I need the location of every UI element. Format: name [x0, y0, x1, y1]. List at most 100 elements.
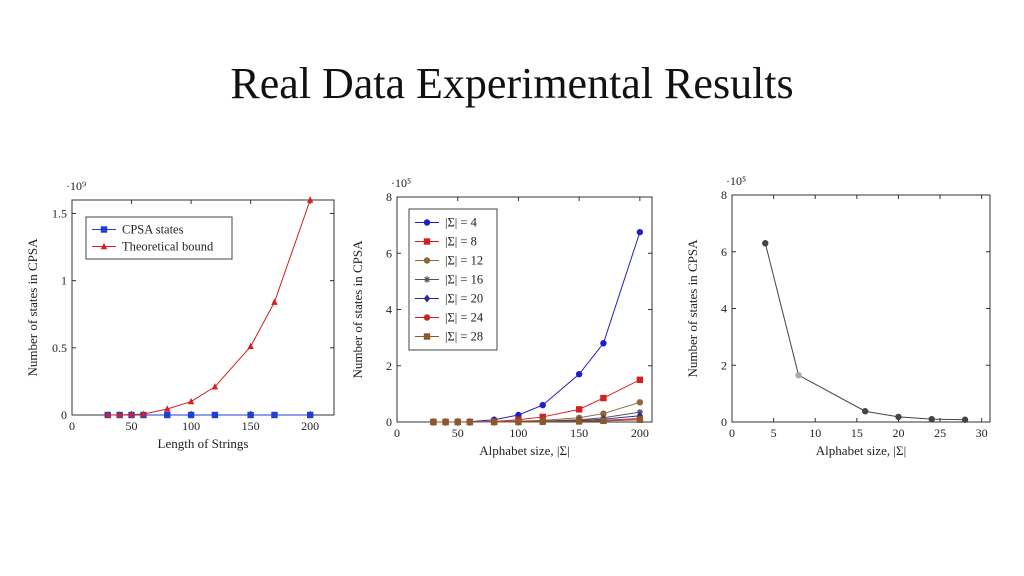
- x-axis-label: Alphabet size, |Σ|: [816, 443, 906, 458]
- data-point: [961, 416, 969, 423]
- data-point: [539, 401, 546, 409]
- legend-entry: |Σ| = 4: [445, 216, 478, 230]
- data-point: [575, 406, 583, 413]
- y-tick-label: 0: [721, 415, 727, 429]
- slide-title: Real Data Experimental Results: [230, 59, 794, 108]
- series-4: [430, 411, 644, 426]
- data-point: [430, 418, 437, 426]
- legend-swatch-marker: [423, 276, 431, 283]
- data-point: [600, 417, 607, 425]
- legend-entry: |Σ| = 20: [445, 292, 483, 306]
- legend-swatch-marker: [423, 219, 431, 226]
- x-tick-label: 50: [452, 426, 464, 440]
- data-point: [306, 196, 314, 203]
- data-point: [636, 416, 644, 423]
- x-tick-label: 150: [570, 426, 588, 440]
- data-point: [211, 411, 219, 419]
- x-tick-label: 50: [126, 419, 138, 433]
- data-point: [600, 410, 607, 417]
- series-1: [104, 196, 314, 418]
- legend-swatch-marker: [100, 226, 108, 233]
- data-point: [247, 411, 254, 419]
- x-axis-label: Alphabet size, |Σ|: [479, 443, 569, 458]
- legend-entry: |Σ| = 12: [445, 254, 483, 268]
- x-tick-label: 20: [892, 426, 904, 440]
- axis-exponent-label: ·10⁵: [726, 174, 746, 188]
- y-tick-label: 2: [386, 359, 392, 373]
- axis-exponent-label: ·10⁵: [391, 176, 411, 190]
- y-axis-label: Number of states in CPSA: [685, 239, 700, 378]
- data-point: [928, 415, 935, 423]
- data-point: [636, 376, 644, 384]
- x-tick-label: 0: [394, 426, 400, 440]
- data-point: [211, 383, 219, 390]
- legend-entry: CPSA states: [122, 223, 184, 237]
- y-tick-label: 6: [721, 245, 727, 259]
- y-tick-label: 1: [61, 274, 67, 288]
- x-axis-label: Length of Strings: [158, 436, 249, 451]
- data-point: [271, 298, 278, 305]
- y-axis-label: Number of states in CPSA: [350, 240, 365, 379]
- data-point: [539, 413, 546, 421]
- series-line: [433, 379, 641, 423]
- y-tick-label: 6: [386, 246, 392, 260]
- legend-entry: |Σ| = 16: [445, 273, 483, 287]
- series-6: [430, 416, 644, 426]
- legend-entry: |Σ| = 8: [445, 235, 477, 249]
- data-point: [306, 411, 314, 419]
- data-point: [636, 399, 644, 406]
- data-point: [247, 342, 254, 350]
- series-1: [430, 376, 644, 426]
- data-point: [539, 418, 546, 425]
- x-tick-label: 25: [934, 426, 946, 440]
- y-tick-label: 0: [61, 408, 67, 422]
- data-point: [140, 410, 147, 417]
- legend-swatch-marker: [423, 257, 431, 264]
- series-0: [104, 411, 314, 419]
- data-point: [164, 411, 171, 419]
- legend-swatch-marker: [100, 242, 108, 250]
- data-point: [600, 340, 607, 347]
- y-tick-label: 4: [721, 302, 727, 316]
- x-tick-label: 100: [509, 426, 527, 440]
- data-point: [762, 240, 769, 247]
- legend-swatch-marker: [423, 333, 431, 340]
- legend-swatch-marker: [423, 238, 431, 245]
- data-point: [600, 394, 607, 402]
- y-axis-label: Number of states in CPSA: [25, 238, 40, 377]
- data-point: [515, 418, 522, 426]
- data-point: [490, 418, 498, 426]
- data-point: [164, 405, 171, 412]
- series-line: [764, 243, 966, 421]
- data-point: [795, 371, 802, 379]
- x-tick-label: 150: [242, 419, 260, 433]
- legend-entry: |Σ| = 28: [445, 330, 483, 344]
- y-tick-label: 2: [721, 358, 727, 372]
- data-point: [128, 410, 135, 418]
- legend-box: [85, 216, 233, 260]
- series-0: [762, 240, 969, 423]
- data-point: [466, 418, 474, 426]
- y-tick-label: 8: [721, 188, 727, 202]
- legend-swatch-marker: [423, 314, 431, 321]
- data-point: [104, 411, 111, 418]
- legend-entry: |Σ| = 24: [445, 311, 484, 325]
- x-tick-label: 0: [69, 419, 75, 433]
- data-point: [575, 370, 583, 378]
- data-point: [861, 408, 869, 415]
- plot-frame: [731, 194, 991, 423]
- x-tick-label: 200: [301, 419, 319, 433]
- data-point: [271, 411, 278, 419]
- data-point: [575, 418, 583, 425]
- chart-alphabet-size-series: 0 50 100 150 200 0 2 4 6 8·10⁵ Alphabet size, |Σ| N…: [350, 176, 653, 458]
- data-point: [187, 397, 195, 405]
- series-line: [107, 199, 311, 416]
- y-tick-label: 1.5: [52, 206, 67, 220]
- data-point: [454, 418, 461, 426]
- x-tick-label: 0: [729, 426, 735, 440]
- axis-exponent-label: ·10⁹: [66, 179, 86, 193]
- x-tick-label: 100: [182, 419, 200, 433]
- data-point: [116, 411, 123, 418]
- y-tick-label: 4: [386, 303, 392, 317]
- data-point: [187, 411, 195, 419]
